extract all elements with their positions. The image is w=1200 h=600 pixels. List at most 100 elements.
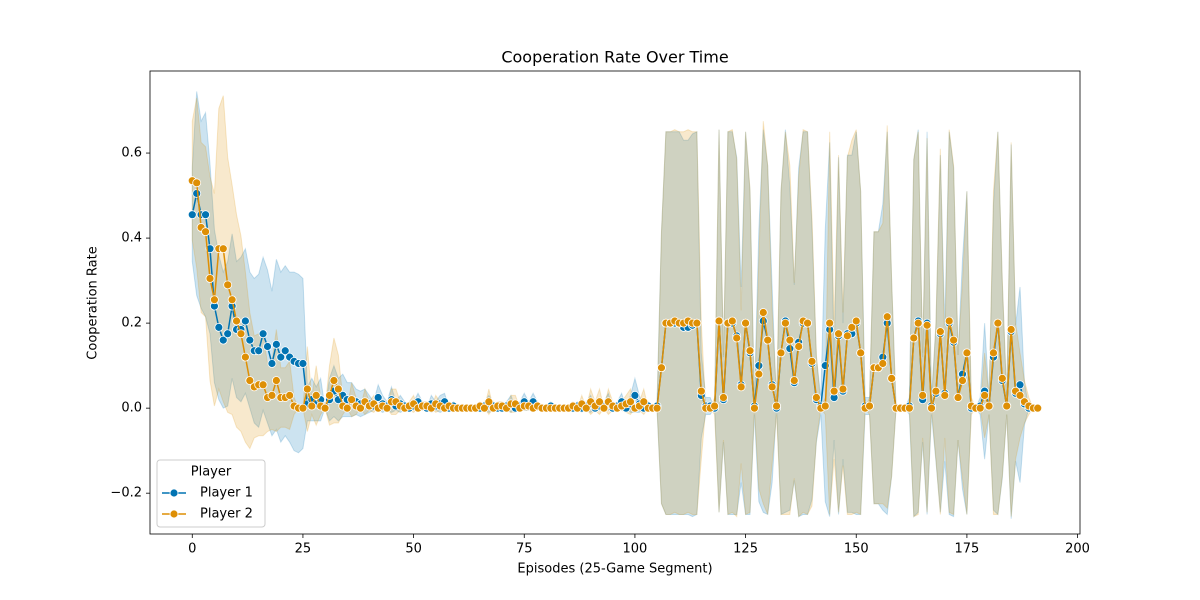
y-tick-label: −0.2 <box>110 486 142 501</box>
legend-label: Player 1 <box>200 486 253 501</box>
data-point <box>736 382 746 392</box>
data-point <box>904 403 914 413</box>
data-point <box>1015 390 1025 400</box>
legend-label: Player 2 <box>200 507 253 522</box>
data-point <box>280 346 290 356</box>
data-point <box>732 333 742 343</box>
data-point <box>267 359 277 368</box>
data-point <box>271 376 281 385</box>
data-point <box>984 401 994 411</box>
data-point <box>696 386 706 396</box>
data-point <box>639 397 649 407</box>
data-point <box>993 318 1003 328</box>
data-point <box>989 348 998 358</box>
data-point <box>878 359 888 368</box>
data-point <box>347 395 357 405</box>
data-point <box>227 295 237 305</box>
data-point <box>245 335 255 345</box>
x-tick-label: 150 <box>844 542 869 557</box>
x-tick-label: 200 <box>1065 542 1090 557</box>
data-point <box>626 397 635 407</box>
y-tick-label: 0.4 <box>121 231 142 246</box>
data-point <box>271 339 281 349</box>
data-point <box>745 346 755 356</box>
data-point <box>245 376 255 385</box>
data-point <box>187 210 197 220</box>
data-point <box>980 390 990 400</box>
data-point <box>201 210 210 220</box>
data-point <box>382 403 392 413</box>
data-point <box>657 363 666 373</box>
x-tick-label: 75 <box>516 542 533 557</box>
legend-box <box>156 459 266 528</box>
plot-frame <box>149 70 1081 535</box>
legend-marker <box>169 509 179 519</box>
data-point <box>922 320 932 330</box>
data-point <box>851 316 861 326</box>
data-point <box>931 386 941 396</box>
data-point <box>267 390 277 400</box>
data-point <box>329 376 339 385</box>
data-point <box>727 316 737 326</box>
data-point <box>652 403 662 413</box>
data-point <box>750 403 759 413</box>
data-point <box>1033 403 1043 413</box>
data-point <box>776 348 786 358</box>
data-point <box>223 280 233 290</box>
data-point <box>298 359 308 368</box>
data-point <box>794 342 804 351</box>
data-point <box>356 403 365 413</box>
data-point <box>484 397 494 407</box>
data-point <box>940 390 950 400</box>
y-tick-label: 0.0 <box>121 401 142 416</box>
data-point <box>834 329 843 339</box>
legend-marker <box>169 488 179 498</box>
data-point <box>263 342 272 351</box>
data-point <box>772 401 781 411</box>
data-point <box>258 380 268 390</box>
data-point <box>913 318 923 328</box>
data-point <box>223 329 233 339</box>
data-point <box>201 227 210 237</box>
data-point <box>714 316 724 326</box>
data-point <box>935 327 945 337</box>
data-point <box>599 403 609 413</box>
y-tick-label: 0.2 <box>121 316 142 331</box>
data-point <box>758 308 768 317</box>
data-point <box>258 329 268 339</box>
data-point <box>595 397 604 407</box>
data-point <box>480 403 489 413</box>
data-point <box>692 318 702 328</box>
legend-title: Player <box>191 465 232 480</box>
data-point <box>333 384 343 394</box>
data-point <box>311 390 321 400</box>
data-point <box>812 393 821 402</box>
data-point <box>887 373 897 383</box>
data-point <box>763 335 773 345</box>
data-point <box>307 401 317 411</box>
x-tick-label: 25 <box>295 542 312 557</box>
data-point <box>856 348 866 358</box>
y-axis-label: Cooperation Rate <box>86 246 101 359</box>
data-point <box>1002 401 1012 411</box>
chart-title: Cooperation Rate Over Time <box>501 48 728 67</box>
data-point <box>820 401 830 411</box>
data-point <box>785 335 795 345</box>
data-point <box>847 322 857 332</box>
data-point <box>909 333 919 343</box>
data-point <box>240 316 250 326</box>
data-point <box>927 403 936 413</box>
data-point <box>944 316 954 326</box>
data-point <box>741 318 750 328</box>
data-point <box>767 382 777 392</box>
data-point <box>342 403 352 413</box>
data-point <box>218 244 228 254</box>
x-tick-label: 100 <box>623 542 648 557</box>
data-point <box>953 393 963 402</box>
data-point <box>298 403 308 413</box>
data-point <box>807 356 817 366</box>
x-tick-label: 0 <box>188 542 196 557</box>
data-point <box>1015 380 1025 390</box>
